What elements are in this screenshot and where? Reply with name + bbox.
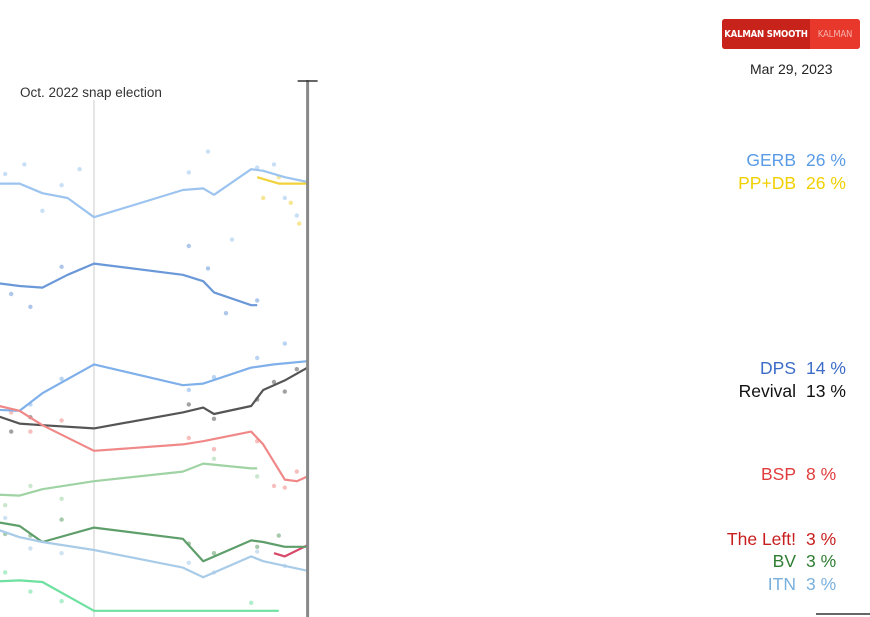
trend-line-pp xyxy=(0,262,258,307)
poll-dot-small xyxy=(249,600,254,605)
cursor-date-label: Mar 29, 2023 xyxy=(750,61,833,77)
poll-dot-pp xyxy=(223,311,229,316)
poll-dot-gerb xyxy=(22,162,27,167)
series-end-labels: GERB 26 % PP+DB 26 % DPS 14 % Revival 13 % BSP 8 … xyxy=(727,150,846,594)
trend-line-bv xyxy=(0,521,308,563)
poll-dot-pp xyxy=(205,266,211,271)
trend-line-bsp xyxy=(0,405,309,483)
poll-dot-pp-db xyxy=(297,221,302,226)
poll-dot-gerb xyxy=(186,170,191,175)
poll-dot-revival xyxy=(9,429,14,434)
poll-dot-gerb xyxy=(59,183,64,188)
poll-dot-itn xyxy=(28,546,33,551)
poll-dot-bsp xyxy=(186,435,191,441)
poll-dot-revival xyxy=(294,367,299,372)
poll-dot-bsp xyxy=(28,429,33,434)
poll-dot-revival xyxy=(282,389,287,394)
end-label-value-gerb: 26 % xyxy=(806,150,846,170)
end-label-value-bv: 3 % xyxy=(806,551,836,571)
trend-line-dps xyxy=(0,360,308,412)
poll-dot-gerb xyxy=(77,167,82,172)
poll-dot-bv xyxy=(211,551,217,556)
poll-dot-pp xyxy=(28,304,33,309)
poll-dot-revival xyxy=(186,402,191,407)
smoothing-toggle[interactable]: KALMAN SMOOTH KALMAN xyxy=(722,19,860,49)
end-label-name-the-left: The Left! xyxy=(727,529,796,549)
poll-dot-small xyxy=(59,599,64,604)
poll-dot-other xyxy=(2,503,8,508)
poll-dot-gerb xyxy=(294,213,299,218)
poll-dot-itn xyxy=(255,549,260,554)
poll-dot-gerb xyxy=(205,149,211,154)
poll-dot-other xyxy=(255,474,260,479)
end-label-name-revival: Revival xyxy=(739,381,796,401)
poll-dot-small xyxy=(28,589,33,594)
poll-dot-dps xyxy=(282,341,287,346)
trend-line-itn xyxy=(0,529,308,579)
kalman-option[interactable]: KALMAN xyxy=(810,19,860,49)
end-label-name-bv: BV xyxy=(773,551,797,571)
election-marker-label: Oct. 2022 snap election xyxy=(20,85,162,100)
poll-dot-pp xyxy=(255,298,260,303)
poll-dot-gerb xyxy=(229,237,235,242)
end-label-name-pp-db: PP+DB xyxy=(738,173,796,193)
trend-line-the-left xyxy=(273,544,309,558)
poll-dot-bsp xyxy=(294,469,299,474)
poll-dot-dps xyxy=(211,375,217,380)
poll-dot-dps xyxy=(186,387,191,393)
end-label-name-gerb: GERB xyxy=(746,150,796,170)
trend-line-gerb xyxy=(0,168,308,219)
poll-dot-itn xyxy=(186,560,191,565)
date-cursor[interactable] xyxy=(297,80,870,617)
poll-dot-other xyxy=(59,496,64,501)
end-label-name-bsp: BSP xyxy=(761,464,796,484)
poll-dots xyxy=(2,149,302,605)
poll-dot-pp xyxy=(186,243,191,249)
poll-dot-dps xyxy=(255,355,260,361)
poll-dot-other xyxy=(211,456,217,461)
poll-dot-dps xyxy=(59,376,64,381)
poll-dot-gerb xyxy=(255,165,260,170)
trend-line-pp-db xyxy=(256,176,308,185)
poll-dot-bv xyxy=(276,533,281,538)
poll-dot-pp-db xyxy=(288,200,293,205)
poll-dot-gerb xyxy=(271,162,277,167)
poll-dot-gerb xyxy=(2,171,8,177)
poll-dot-revival xyxy=(271,379,277,385)
annotation-layer: Oct. 2022 snap election xyxy=(20,85,162,617)
poll-dot-bv xyxy=(59,517,64,522)
poll-dot-itn xyxy=(2,515,8,521)
poll-dot-itn xyxy=(59,551,64,556)
trend-line-small xyxy=(0,579,279,612)
trend-lines xyxy=(0,168,309,612)
poll-dot-bsp xyxy=(282,485,287,490)
trend-line-revival xyxy=(0,366,309,430)
poll-dot-gerb xyxy=(282,195,287,201)
end-label-value-pp-db: 26 % xyxy=(806,173,846,193)
poll-dot-pp xyxy=(9,291,14,297)
end-label-value-itn: 3 % xyxy=(806,574,836,594)
poll-dot-revival xyxy=(211,416,217,421)
end-label-value-dps: 14 % xyxy=(806,358,846,378)
poll-dot-pp xyxy=(59,264,64,269)
poll-dot-bsp xyxy=(59,418,64,423)
poll-dot-bsp xyxy=(211,447,217,452)
poll-dot-gerb xyxy=(40,208,45,213)
end-label-name-dps: DPS xyxy=(760,358,796,378)
poll-dot-other xyxy=(28,483,33,489)
poll-dot-small xyxy=(2,570,8,575)
end-label-name-itn: ITN xyxy=(768,574,796,594)
poll-dot-pp-db xyxy=(261,195,266,201)
end-label-value-revival: 13 % xyxy=(806,381,846,401)
end-label-value-bsp: 8 % xyxy=(806,464,836,484)
poll-dot-bv xyxy=(255,544,260,549)
trend-line-other xyxy=(0,462,258,497)
poll-dot-bsp xyxy=(271,483,277,489)
end-label-value-the-left: 3 % xyxy=(806,529,836,549)
kalman-smooth-option[interactable]: KALMAN SMOOTH xyxy=(722,19,810,49)
